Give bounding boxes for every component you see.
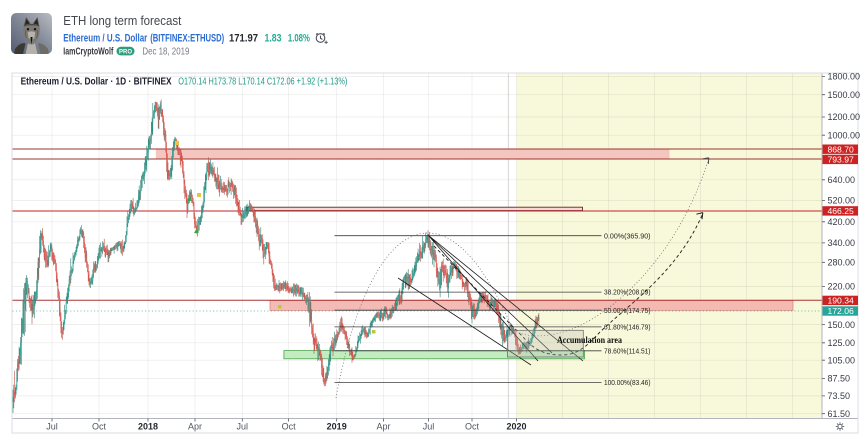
svg-text:0.00%(365.90): 0.00%(365.90) <box>604 231 651 240</box>
svg-text:190.34: 190.34 <box>828 296 855 306</box>
svg-text:Apr: Apr <box>188 422 202 432</box>
svg-text:Dec 18, 2019: Dec 18, 2019 <box>142 46 189 57</box>
svg-text:1200.00: 1200.00 <box>828 112 860 122</box>
svg-text:105.00: 105.00 <box>828 355 856 365</box>
svg-text:Oct: Oct <box>92 422 107 432</box>
svg-text:Oct: Oct <box>465 422 480 432</box>
svg-text:PRO: PRO <box>119 49 132 55</box>
svg-text:ETH long term forecast: ETH long term forecast <box>63 13 181 28</box>
svg-text:1500.00: 1500.00 <box>828 90 860 100</box>
svg-text:Ethereum / U.S. Dollar · 1D ·: Ethereum / U.S. Dollar · 1D · BITFINEX <box>21 76 172 88</box>
svg-text:2018: 2018 <box>138 422 158 432</box>
svg-text:Jul: Jul <box>237 422 249 432</box>
svg-text:1800.00: 1800.00 <box>828 72 860 82</box>
svg-text:172.06: 172.06 <box>828 306 855 316</box>
svg-text:220.00: 220.00 <box>828 282 856 292</box>
svg-text:466.25: 466.25 <box>828 206 855 216</box>
svg-text:Jul: Jul <box>423 422 435 432</box>
svg-text:2020: 2020 <box>506 422 526 432</box>
svg-text:520.00: 520.00 <box>828 196 856 206</box>
svg-text:125.00: 125.00 <box>828 338 856 348</box>
svg-text:1.08%: 1.08% <box>288 32 310 44</box>
svg-text:78.60%(114.51): 78.60%(114.51) <box>604 346 651 355</box>
svg-text:O170.14 H173.78 L170.14 C172.0: O170.14 H173.78 L170.14 C172.06 +1.92 (+… <box>178 77 347 88</box>
svg-text:Apr: Apr <box>376 422 390 432</box>
svg-text:Accumulation area: Accumulation area <box>557 336 622 346</box>
svg-text:Oct: Oct <box>282 422 297 432</box>
svg-text:61.80%(146.79): 61.80%(146.79) <box>604 323 651 332</box>
svg-text:340.00: 340.00 <box>828 238 856 248</box>
svg-text:100.00%(83.46): 100.00%(83.46) <box>604 378 651 387</box>
svg-text:IamCryptoWolf: IamCryptoWolf <box>63 46 113 57</box>
svg-text:73.50: 73.50 <box>828 391 851 401</box>
svg-text:1000.00: 1000.00 <box>828 130 860 140</box>
svg-text:868.70: 868.70 <box>828 144 855 154</box>
svg-text:(BITFINEX:ETHUSD): (BITFINEX:ETHUSD) <box>150 32 224 44</box>
svg-text:61.50: 61.50 <box>828 409 851 419</box>
svg-text:Jul: Jul <box>46 422 58 432</box>
svg-text:50.00%(174.75): 50.00%(174.75) <box>604 306 651 315</box>
svg-text:2019: 2019 <box>327 422 347 432</box>
svg-text:420.00: 420.00 <box>828 217 856 227</box>
svg-text:1.83: 1.83 <box>265 32 282 44</box>
svg-text:640.00: 640.00 <box>828 175 856 185</box>
svg-text:280.00: 280.00 <box>828 258 856 268</box>
svg-text:87.50: 87.50 <box>828 374 851 384</box>
svg-text:38.20%(208.09): 38.20%(208.09) <box>604 288 651 297</box>
svg-text:150.00: 150.00 <box>828 320 856 330</box>
svg-text:793.97: 793.97 <box>828 155 855 165</box>
svg-text:171.97: 171.97 <box>229 32 258 44</box>
svg-text:Ethereum / U.S. Dollar: Ethereum / U.S. Dollar <box>63 32 148 44</box>
